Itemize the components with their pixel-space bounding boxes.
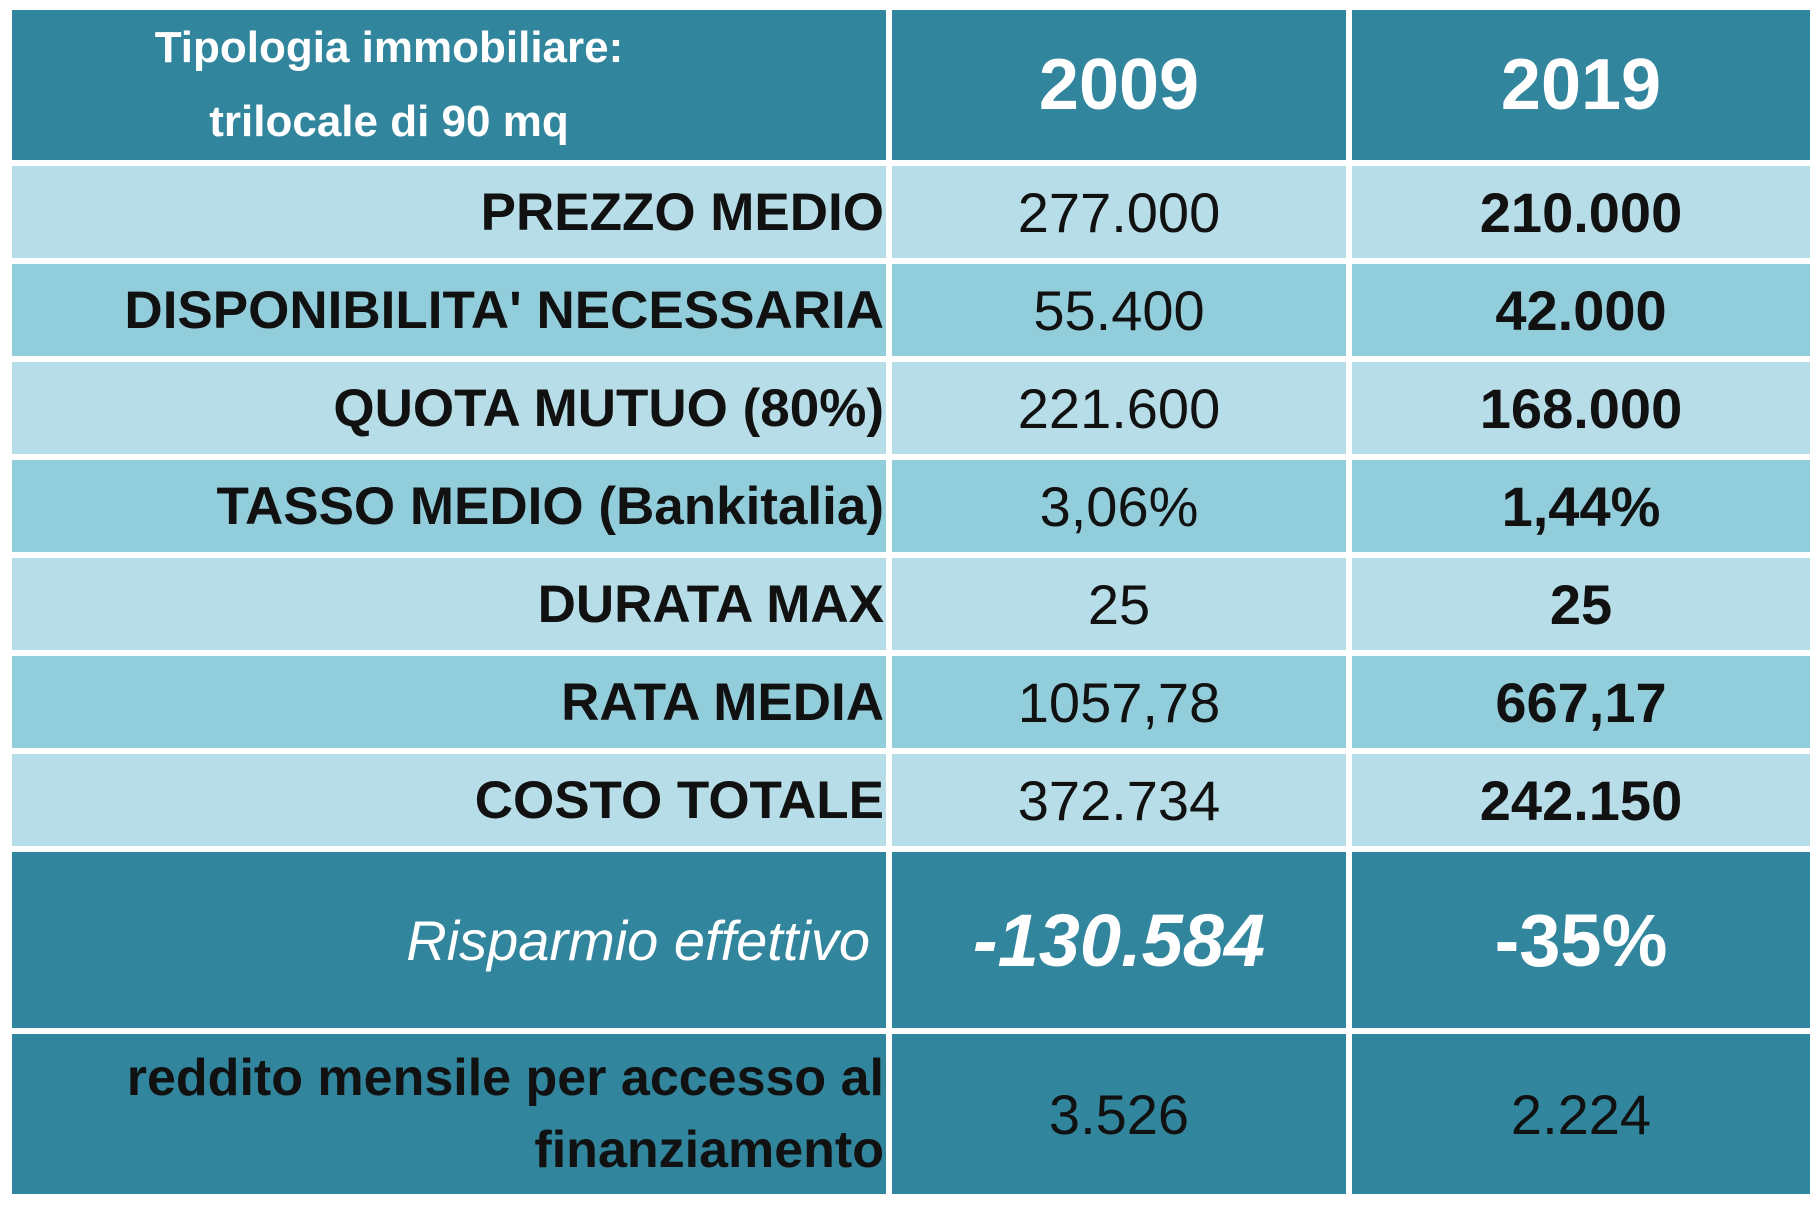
- row-value-2019: 210.000: [1352, 166, 1810, 258]
- row-value-2019: 242.150: [1352, 754, 1810, 846]
- row-value-2009: 221.600: [892, 362, 1346, 454]
- table-row: RATA MEDIA 1057,78 667,17: [12, 656, 1810, 748]
- row-label: QUOTA MUTUO (80%): [12, 362, 886, 454]
- income-row: reddito mensile per accesso al finanziam…: [12, 1034, 1810, 1194]
- comparison-table: Tipologia immobiliare: trilocale di 90 m…: [12, 10, 1810, 1194]
- row-value-2019: 42.000: [1352, 264, 1810, 356]
- row-value-2019: 667,17: [1352, 656, 1810, 748]
- table-row: DURATA MAX 25 25: [12, 558, 1810, 650]
- row-value-2009: 55.400: [892, 264, 1346, 356]
- row-label: RATA MEDIA: [12, 656, 886, 748]
- row-value-2009: 3,06%: [892, 460, 1346, 552]
- row-label: DISPONIBILITA' NECESSARIA: [12, 264, 886, 356]
- header-year-2019: 2019: [1500, 45, 1662, 125]
- row-label: TASSO MEDIO (Bankitalia): [12, 460, 886, 552]
- row-value-2019: 25: [1352, 558, 1810, 650]
- table-row: TASSO MEDIO (Bankitalia) 3,06% 1,44%: [12, 460, 1810, 552]
- row-value-2009: 25: [892, 558, 1346, 650]
- income-label: reddito mensile per accesso al finanziam…: [12, 1034, 886, 1194]
- data-rows: PREZZO MEDIO 277.000 210.000 DISPONIBILITA'…: [12, 166, 1810, 846]
- header-label-line1: Tipologia immobiliare:: [154, 23, 624, 72]
- row-label: DURATA MAX: [12, 558, 886, 650]
- income-label-line2: finanziamento: [534, 1121, 884, 1179]
- savings-row: Risparmio effettivo -130.584 -35%: [12, 852, 1810, 1028]
- table-row: DISPONIBILITA' NECESSARIA 55.400 42.000: [12, 264, 1810, 356]
- savings-value: -130.584: [892, 852, 1346, 1028]
- header-label-line2: trilocale di 90 mq: [209, 97, 569, 146]
- table-row: COSTO TOTALE 372.734 242.150: [12, 754, 1810, 846]
- savings-percent: -35%: [1352, 852, 1810, 1028]
- table-row: PREZZO MEDIO 277.000 210.000: [12, 166, 1810, 258]
- mortgage-table: Tipologia immobiliare: trilocale di 90 m…: [6, 4, 1810, 1200]
- savings-label: Risparmio effettivo: [12, 852, 886, 1028]
- income-2019: 2.224: [1352, 1034, 1810, 1194]
- row-label: COSTO TOTALE: [12, 754, 886, 846]
- row-value-2009: 277.000: [892, 166, 1346, 258]
- header-label-cell: Tipologia immobiliare: trilocale di 90 m…: [12, 10, 886, 160]
- income-label-line1: reddito mensile per accesso al: [126, 1049, 884, 1107]
- income-2009: 3.526: [892, 1034, 1346, 1194]
- row-value-2009: 372.734: [892, 754, 1346, 846]
- row-value-2019: 168.000: [1352, 362, 1810, 454]
- row-label: PREZZO MEDIO: [12, 166, 886, 258]
- table-row: QUOTA MUTUO (80%) 221.600 168.000: [12, 362, 1810, 454]
- header-row: Tipologia immobiliare: trilocale di 90 m…: [12, 10, 1810, 160]
- row-value-2019: 1,44%: [1352, 460, 1810, 552]
- row-value-2009: 1057,78: [892, 656, 1346, 748]
- header-year-2009: 2009: [1038, 45, 1200, 125]
